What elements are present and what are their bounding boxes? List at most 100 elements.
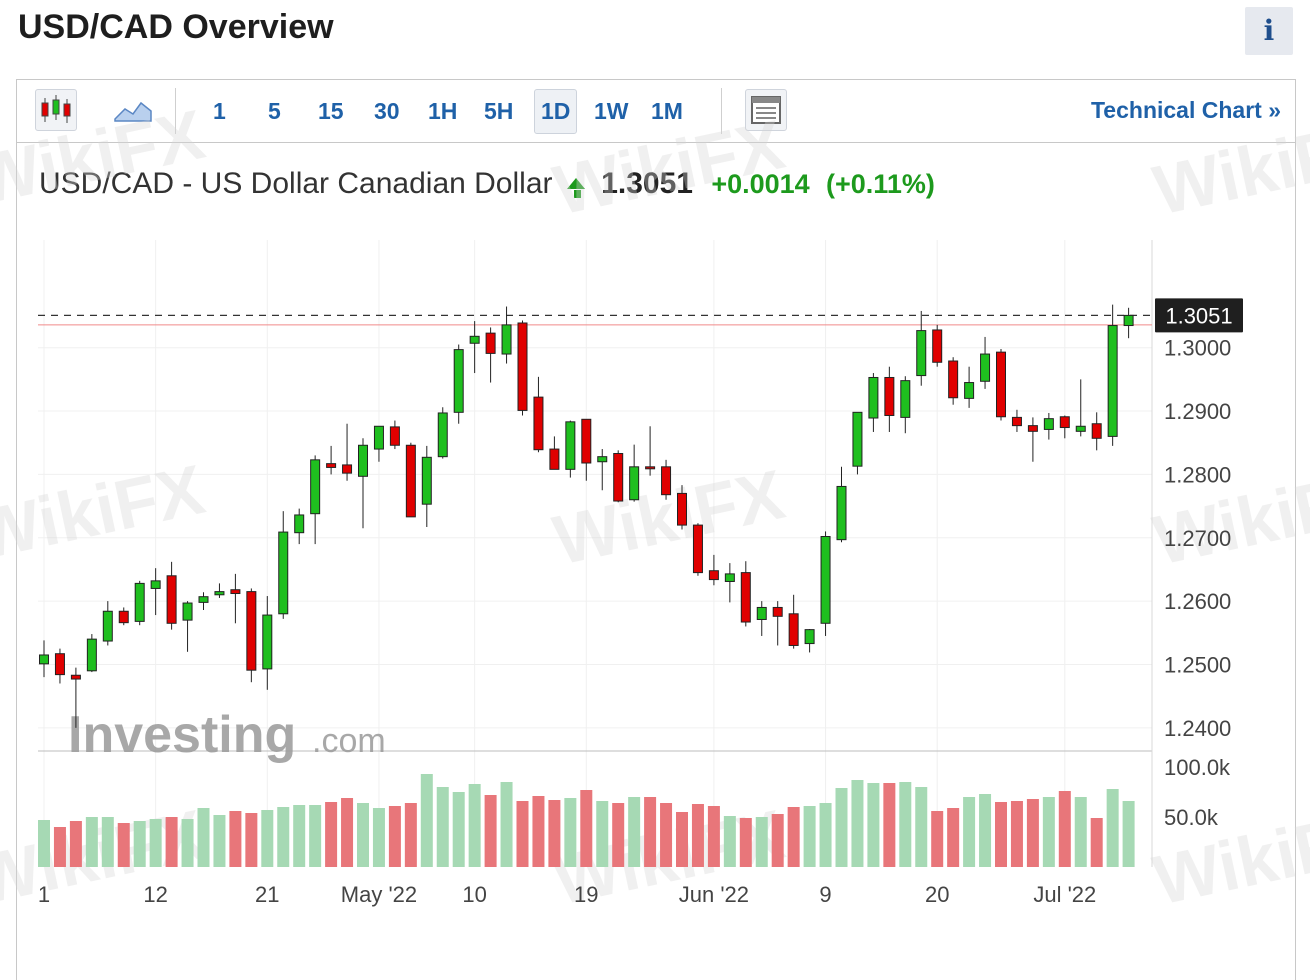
volume-bar (947, 808, 960, 867)
timeframe-1m[interactable]: 1M (651, 98, 683, 124)
candle-body (1107, 325, 1118, 437)
volume-bar (436, 787, 449, 867)
volume-bar (596, 801, 609, 867)
timeframe-30[interactable]: 30 (374, 98, 400, 124)
candle-body (437, 412, 448, 458)
timeframe-1[interactable]: 1 (213, 98, 226, 124)
candle-body (677, 492, 687, 526)
candle-body (1091, 423, 1102, 439)
candle-body (1075, 425, 1086, 432)
candle-body (708, 570, 719, 581)
table-view-icon[interactable] (745, 89, 787, 131)
volume-bar (149, 819, 162, 867)
volume-bar (660, 803, 673, 867)
x-tick-label: 19 (574, 882, 598, 907)
volume-bar (1026, 799, 1039, 867)
candlestick-icon[interactable] (35, 89, 77, 131)
volume-bar (500, 782, 513, 867)
volume-bar (707, 806, 720, 867)
toolbar-divider (175, 88, 176, 134)
candle-body (964, 382, 975, 399)
x-tick-label: 9 (819, 882, 831, 907)
volume-bar (69, 821, 82, 867)
candle-body (756, 606, 767, 620)
timeframe-15[interactable]: 15 (318, 98, 344, 124)
area-chart-icon[interactable] (113, 89, 153, 129)
candle-body (1059, 416, 1070, 429)
volume-bar (165, 817, 178, 867)
price-tick-label: 1.2800 (1164, 462, 1231, 487)
candle-body (533, 396, 544, 451)
candle-body (166, 575, 177, 624)
candle-body (804, 629, 815, 645)
volume-bar (931, 811, 944, 867)
candle-body (517, 322, 528, 411)
candle-body (1011, 416, 1022, 427)
toolbar-divider (721, 88, 722, 134)
candle-body (565, 421, 576, 470)
price-tick-label: 1.3000 (1164, 336, 1231, 361)
volume-bar (261, 810, 274, 867)
up-arrow-icon (561, 167, 587, 200)
volume-bar (963, 797, 976, 867)
candle-body (836, 485, 847, 541)
volume-bar (803, 806, 816, 867)
volume-bar (245, 813, 258, 867)
volume-bar (484, 795, 497, 867)
candle-body (629, 466, 640, 501)
wikifx-watermark: WikiFX (0, 450, 211, 575)
info-button[interactable]: i (1245, 7, 1293, 55)
volume-bar (53, 827, 66, 867)
timeframe-1d[interactable]: 1D (534, 89, 578, 134)
last-price: 1.3051 (601, 167, 693, 200)
candle-body (1123, 314, 1134, 327)
volume-bar (117, 823, 130, 867)
price-tick-label: 1.2900 (1164, 399, 1231, 424)
candle-body (373, 425, 384, 450)
page-title: USD/CAD Overview (18, 8, 334, 46)
candle-body (150, 580, 161, 589)
timeframe-1w[interactable]: 1W (594, 98, 629, 124)
x-tick-label: May '22 (341, 882, 417, 907)
price-change: +0.0014 (711, 169, 810, 199)
timeframe-1h[interactable]: 1H (428, 98, 458, 124)
volume-bar (277, 807, 290, 867)
candle-body (326, 463, 337, 468)
x-tick-label: Jun '22 (679, 882, 749, 907)
volume-bar (133, 821, 146, 867)
candle-body (342, 464, 353, 474)
candle-body (86, 638, 97, 672)
volume-bar (229, 811, 242, 867)
investing-watermark-suffix: .com (312, 722, 386, 760)
candle-body (421, 456, 432, 505)
volume-bar (867, 783, 880, 867)
volume-bar (101, 817, 114, 867)
technical-chart-link[interactable]: Technical Chart » (1090, 97, 1281, 123)
volume-bar (899, 782, 912, 867)
volume-bar (1122, 801, 1135, 867)
candle-body (453, 349, 464, 413)
candle-body (932, 329, 943, 363)
volume-bar (755, 817, 768, 867)
investing-watermark: Investing (68, 706, 296, 764)
candle-body (868, 376, 879, 419)
timeframe-5h[interactable]: 5H (484, 98, 514, 124)
candle-body (278, 531, 289, 615)
price-tick-label: 1.2500 (1164, 652, 1231, 677)
wikifx-watermark: WikiFX (547, 105, 791, 230)
volume-bar (1074, 797, 1087, 867)
price-change-percent: (+0.11%) (826, 169, 935, 199)
timeframe-5[interactable]: 5 (268, 98, 281, 124)
candle-body (740, 572, 751, 623)
wikifx-watermark: WikiFX (0, 95, 211, 220)
x-tick-label: 10 (462, 882, 486, 907)
volume-bar (357, 803, 369, 867)
volume-bar (404, 803, 417, 867)
candle-body (645, 466, 656, 470)
volume-bar (181, 819, 194, 867)
volume-bar (883, 783, 896, 867)
volume-bar (420, 774, 433, 867)
candle-body (980, 353, 991, 382)
candle-body (182, 602, 193, 621)
